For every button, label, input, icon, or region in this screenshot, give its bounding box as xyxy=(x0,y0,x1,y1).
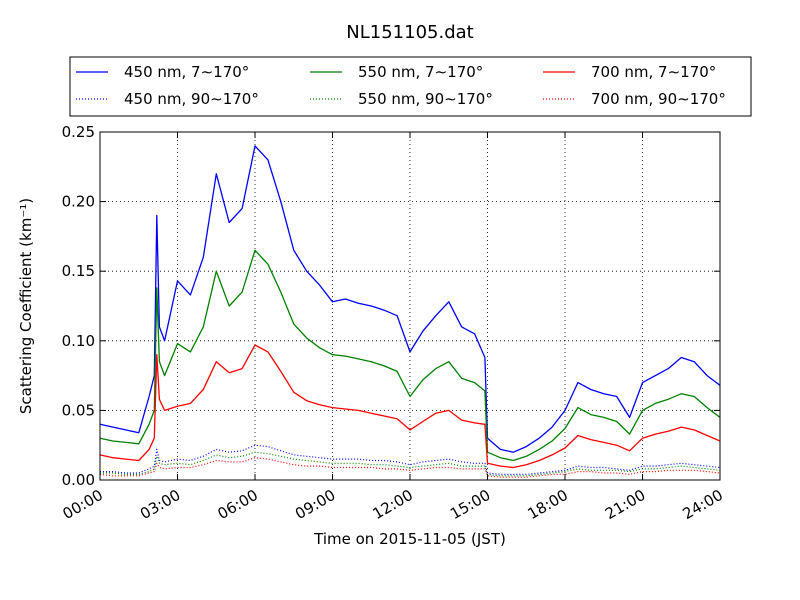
x-tick-label: 09:00 xyxy=(292,486,338,523)
x-tick-label: 06:00 xyxy=(215,486,261,523)
x-axis-label: Time on 2015-11-05 (JST) xyxy=(313,530,506,548)
x-tick-label: 24:00 xyxy=(680,486,726,523)
y-tick-label: 0.10 xyxy=(62,332,95,350)
x-tick-label: 00:00 xyxy=(60,486,106,523)
series-line-1 xyxy=(99,145,721,453)
y-axis-label: Scattering Coefficient (km⁻¹) xyxy=(17,198,35,414)
legend-label: 550 nm, 7∼170° xyxy=(358,63,483,81)
legend-frame xyxy=(69,56,752,117)
legend-label: 450 nm, 7∼170° xyxy=(124,63,249,81)
legend-label: 550 nm, 90∼170° xyxy=(358,90,493,108)
y-tick-label: 0.05 xyxy=(62,401,95,419)
series-line-3 xyxy=(99,344,721,469)
legend: 450 nm, 7∼170° 550 nm, 7∼170° 700 nm, 7∼17… xyxy=(69,56,752,117)
x-tick-label: 18:00 xyxy=(525,486,571,523)
y-tick-label: 0.20 xyxy=(62,193,95,211)
series-line-2 xyxy=(99,249,721,462)
y-axis: 0.00 0.05 0.10 0.15 0.20 0.25 xyxy=(62,123,720,489)
plot-area: 00:00 03:00 06:00 09:00 12:00 15:00 18:00 21:00… xyxy=(60,123,726,523)
x-tick-label: 21:00 xyxy=(602,486,648,523)
x-tick-label: 12:00 xyxy=(370,486,416,523)
chart-title: NL151105.dat xyxy=(346,22,473,43)
legend-label: 450 nm, 90∼170° xyxy=(124,90,259,108)
grid xyxy=(100,132,720,480)
legend-label: 700 nm, 90∼170° xyxy=(591,90,726,108)
legend-label: 700 nm, 7∼170° xyxy=(591,63,716,81)
series-line-6 xyxy=(99,457,721,478)
y-tick-label: 0.00 xyxy=(62,471,95,489)
y-tick-label: 0.25 xyxy=(62,123,95,141)
x-tick-label: 15:00 xyxy=(447,486,493,523)
x-tick-label: 03:00 xyxy=(137,486,183,523)
series-layer xyxy=(99,145,721,478)
y-tick-label: 0.15 xyxy=(62,262,95,280)
